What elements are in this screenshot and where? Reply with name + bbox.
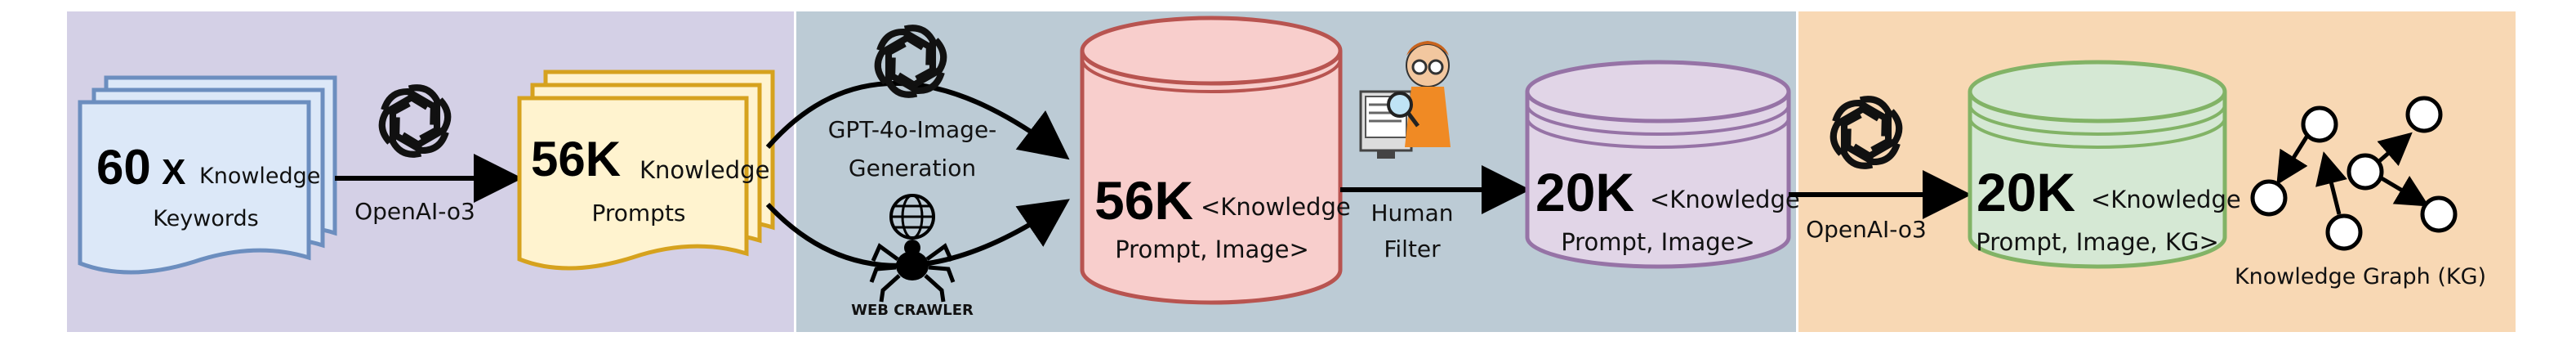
graph-node-icon — [2325, 213, 2363, 251]
graph-node-icon — [2405, 96, 2443, 133]
filter-label-line2: Filter — [1384, 236, 1441, 262]
db2-line1: <Knowledge — [1650, 186, 1800, 213]
human-inspector-icon — [1359, 41, 1451, 159]
db1-line1: <Knowledge — [1201, 193, 1351, 221]
keywords-document-stack: 60 X Knowledge Keywords — [78, 75, 337, 275]
graph-node-icon — [2250, 179, 2288, 217]
graph-node-icon — [2346, 153, 2384, 191]
graph-node-icon — [2420, 195, 2458, 233]
prompts-document-stack: 56K Knowledge Prompts — [517, 70, 775, 271]
database-56k: 56K <Knowledge Prompt, Image> — [1080, 16, 1351, 305]
spider-icon — [869, 240, 956, 303]
knowledge-graph-diagram — [2250, 96, 2458, 251]
db3-count: 20K — [1977, 162, 2075, 222]
generation-label-line1: GPT-4o-Image- — [828, 116, 997, 143]
prompts-count: 56K — [531, 132, 621, 186]
database-20k-filtered: 20K <Knowledge Prompt, Image> — [1525, 60, 1800, 269]
keywords-line2: Keywords — [153, 206, 258, 231]
database-20k-kg: 20K <Knowledge Prompt, Image, KG> — [1968, 60, 2241, 269]
prompts-line1: Knowledge — [640, 156, 769, 184]
db3-line2: Prompt, Image, KG> — [1976, 228, 2219, 256]
prompts-line2: Prompts — [591, 200, 685, 227]
keywords-mult: X — [162, 152, 185, 192]
keywords-line1: Knowledge — [199, 164, 320, 189]
db2-line2: Prompt, Image> — [1561, 228, 1755, 256]
graph-node-icon — [2301, 105, 2338, 143]
filter-label-line1: Human — [1371, 200, 1454, 227]
kg-label: Knowledge Graph (KG) — [2235, 264, 2486, 289]
arrow-label-openai-o3-2: OpenAI-o3 — [1806, 216, 1927, 243]
keywords-count: 60 — [96, 140, 151, 195]
arrow-label-openai-o3-1: OpenAI-o3 — [354, 198, 475, 225]
crawler-label: WEB CRAWLER — [851, 302, 974, 319]
db1-count: 56K — [1094, 170, 1193, 231]
db3-line1: <Knowledge — [2091, 186, 2241, 213]
globe-icon — [889, 194, 935, 240]
generation-label-line2: Generation — [849, 155, 976, 182]
db1-line2: Prompt, Image> — [1115, 236, 1309, 263]
db2-count: 20K — [1535, 162, 1634, 222]
